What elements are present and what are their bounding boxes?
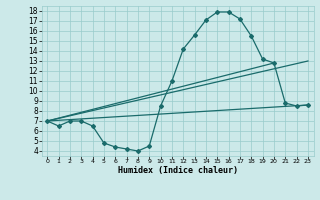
X-axis label: Humidex (Indice chaleur): Humidex (Indice chaleur) bbox=[118, 166, 237, 175]
